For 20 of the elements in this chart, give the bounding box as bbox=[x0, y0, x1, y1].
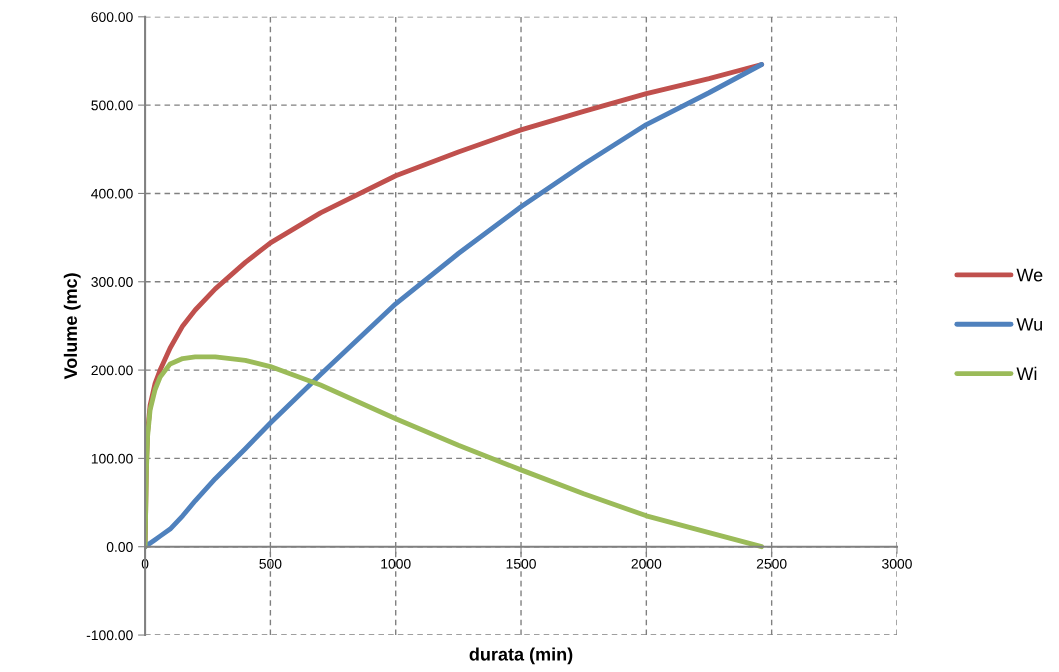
x-tick-label: 1000 bbox=[381, 558, 411, 569]
legend-label: We bbox=[1016, 268, 1043, 282]
legend-label: Wu bbox=[1016, 318, 1042, 331]
x-tick-label: 2500 bbox=[756, 558, 787, 569]
y-tick-label: 100.00 bbox=[91, 453, 133, 464]
y-tick-label: 200.00 bbox=[91, 365, 133, 376]
x-tick-label: 2000 bbox=[631, 558, 662, 569]
y-tick-label: 400.00 bbox=[91, 188, 133, 199]
x-axis-title: durata (min) bbox=[469, 647, 573, 665]
x-tick-label: 500 bbox=[259, 558, 282, 569]
legend-label: Wi bbox=[1016, 366, 1037, 380]
y-tick-label: 600.00 bbox=[91, 12, 133, 22]
y-tick-label: 0.00 bbox=[106, 542, 133, 552]
x-tick-label: 3000 bbox=[882, 558, 912, 569]
line-series bbox=[145, 354, 765, 550]
y-tick-label: 500.00 bbox=[91, 100, 133, 111]
x-tick-label: 1500 bbox=[506, 558, 536, 569]
y-tick-label: -100.00 bbox=[86, 630, 133, 641]
y-tick-label: 300.00 bbox=[91, 277, 133, 287]
y-axis-title: Volume (mc) bbox=[63, 273, 81, 380]
